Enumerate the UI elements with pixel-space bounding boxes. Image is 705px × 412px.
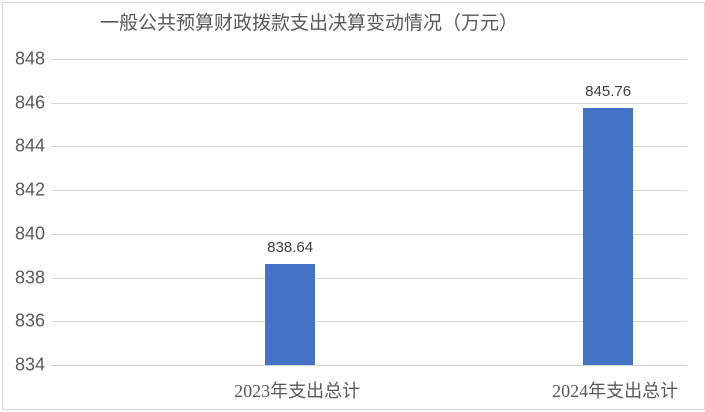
x-axis: 2023年支出总计 2024年支出总计 [51, 377, 687, 405]
data-label: 838.64 [267, 238, 314, 256]
bar-1 [265, 263, 316, 365]
x-axis-line [51, 365, 687, 366]
chart-title: 一般公共预算财政拨款支出决算变动情况（万元） [100, 13, 519, 34]
gridline [51, 146, 687, 148]
x-category-label: 2023年支出总计 [234, 381, 361, 401]
y-tick-label: 848 [14, 48, 45, 69]
gridline [51, 277, 687, 279]
bar-2 [583, 107, 634, 365]
y-tick-label: 834 [14, 354, 45, 375]
y-tick-label: 836 [14, 310, 45, 331]
gridline [51, 190, 687, 192]
y-tick-label: 842 [14, 179, 45, 200]
gridline [51, 321, 687, 323]
plot-area: 838.64 845.76 [51, 59, 687, 366]
y-tick-label: 846 [14, 92, 45, 113]
x-category-label: 2024年支出总计 [552, 381, 679, 401]
y-tick-label: 840 [14, 223, 45, 244]
y-tick-label: 844 [14, 135, 45, 156]
data-label: 845.76 [585, 82, 632, 100]
gridline [51, 59, 687, 60]
y-tick-label: 838 [14, 267, 45, 288]
gridline [51, 233, 687, 235]
gridline [51, 102, 687, 104]
y-axis: 834 836 838 840 842 844 846 848 [3, 49, 45, 375]
